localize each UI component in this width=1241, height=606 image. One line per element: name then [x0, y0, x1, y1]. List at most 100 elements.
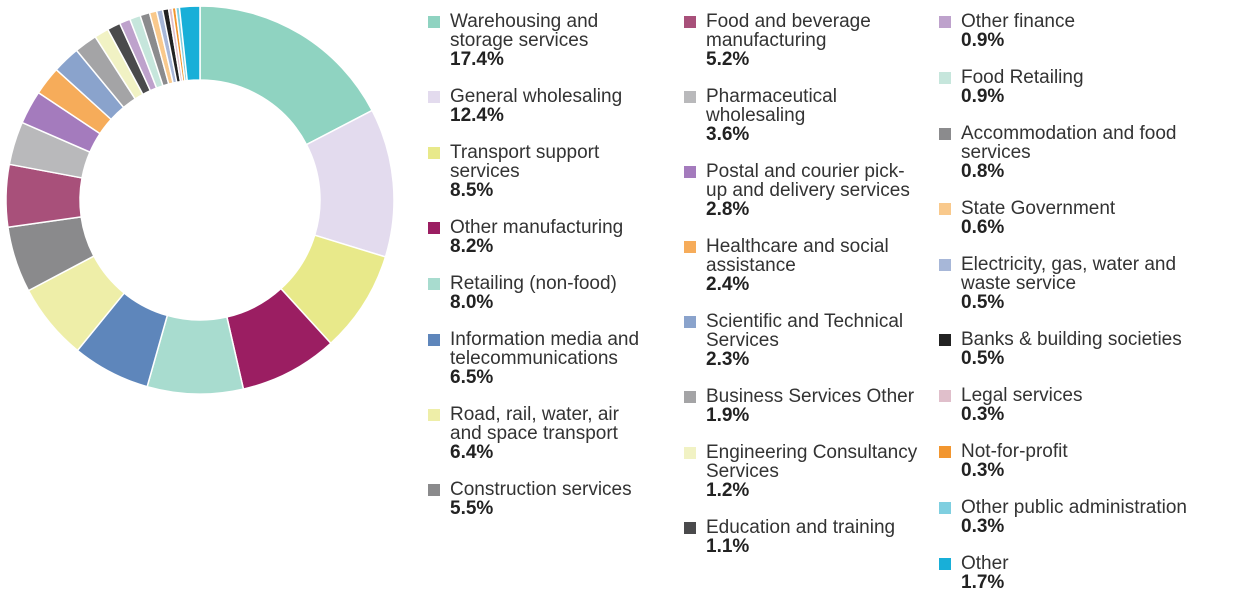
- legend-label: Other: [961, 553, 1009, 574]
- legend-item: Construction services 5.5%: [428, 480, 643, 518]
- legend-value: 5.5%: [450, 498, 494, 519]
- legend-label: Legal services: [961, 385, 1083, 406]
- legend-label: Other manufacturing: [450, 217, 624, 238]
- legend-swatch: [939, 390, 951, 402]
- legend-column: Food and beverage manufacturing 5.2% Pharm…: [684, 12, 919, 556]
- legend-item: Not-for-profit 0.3%: [939, 442, 1229, 480]
- legend-value: 8.0%: [450, 292, 494, 313]
- legend-item: Banks & building societies 0.5%: [939, 330, 1229, 368]
- legend-item: General wholesaling 12.4%: [428, 87, 643, 125]
- legend-swatch: [939, 72, 951, 84]
- legend-label: Education and training: [706, 517, 896, 538]
- legend-value: 0.9%: [961, 30, 1005, 51]
- legend-item: Other finance 0.9%: [939, 12, 1229, 50]
- legend-label: Food Retailing: [961, 67, 1084, 88]
- legend-swatch: [684, 391, 696, 403]
- legend-label: Scientific and Technical Services: [706, 311, 904, 351]
- legend-item: Transport support services 8.5%: [428, 143, 643, 200]
- legend-label: Other finance: [961, 11, 1076, 32]
- legend-value: 0.5%: [961, 292, 1005, 313]
- legend-label: Healthcare and social assistance: [706, 236, 889, 276]
- donut: [5, 5, 395, 395]
- legend-value: 1.1%: [706, 536, 750, 557]
- legend-swatch: [684, 16, 696, 28]
- legend-value: 17.4%: [450, 49, 504, 70]
- legend-item: Pharmaceutical wholesaling 3.6%: [684, 87, 919, 144]
- legend-swatch: [939, 558, 951, 570]
- legend-item: Retailing (non-food) 8.0%: [428, 274, 643, 312]
- legend-item: Warehousing and storage services 17.4%: [428, 12, 643, 69]
- legend-swatch: [684, 91, 696, 103]
- legend-value: 0.3%: [961, 516, 1005, 537]
- legend-item: Information media and telecommunications…: [428, 330, 643, 387]
- legend-label: State Government: [961, 198, 1116, 219]
- legend-label: Transport support services: [450, 142, 600, 182]
- legend-value: 0.3%: [961, 404, 1005, 425]
- legend-swatch: [428, 409, 440, 421]
- legend-item: Postal and courier pick-up and delivery …: [684, 162, 919, 219]
- legend-label: Engineering Consultancy Services: [706, 442, 918, 482]
- legend-value: 5.2%: [706, 49, 750, 70]
- legend-swatch: [428, 484, 440, 496]
- legend-value: 2.3%: [706, 349, 750, 370]
- legend-item: Other 1.7%: [939, 554, 1229, 592]
- legend-label: Pharmaceutical wholesaling: [706, 86, 837, 126]
- legend-swatch: [684, 522, 696, 534]
- legend-swatch: [428, 278, 440, 290]
- legend-swatch: [428, 334, 440, 346]
- legend-label: Electricity, gas, water and waste servic…: [961, 254, 1177, 294]
- legend-item: Food and beverage manufacturing 5.2%: [684, 12, 919, 69]
- legend-item: Education and training 1.1%: [684, 518, 919, 556]
- legend-value: 0.6%: [961, 217, 1005, 238]
- legend-swatch: [939, 16, 951, 28]
- legend-label: Business Services Other: [706, 386, 915, 407]
- legend-label: General wholesaling: [450, 86, 623, 107]
- legend-swatch: [428, 91, 440, 103]
- legend-value: 0.5%: [961, 348, 1005, 369]
- legend-item: Electricity, gas, water and waste servic…: [939, 255, 1229, 312]
- legend-swatch: [684, 447, 696, 459]
- legend-label: Food and beverage manufacturing: [706, 11, 871, 51]
- legend-value: 2.4%: [706, 274, 750, 295]
- legend-item: Legal services 0.3%: [939, 386, 1229, 424]
- legend-value: 3.6%: [706, 124, 750, 145]
- legend-label: Other public administration: [961, 497, 1187, 518]
- legend-swatch: [684, 166, 696, 178]
- legend-value: 2.8%: [706, 199, 750, 220]
- legend-swatch: [939, 203, 951, 215]
- legend-item: Engineering Consultancy Services 1.2%: [684, 443, 919, 500]
- legend-label: Banks & building societies: [961, 329, 1182, 350]
- legend-item: Business Services Other 1.9%: [684, 387, 919, 425]
- legend-value: 8.2%: [450, 236, 494, 257]
- legend-value: 8.5%: [450, 180, 494, 201]
- legend-swatch: [939, 502, 951, 514]
- legend-item: Other manufacturing 8.2%: [428, 218, 643, 256]
- legend-item: Food Retailing 0.9%: [939, 68, 1229, 106]
- legend-value: 0.3%: [961, 460, 1005, 481]
- legend-label: Accommodation and food services: [961, 123, 1177, 163]
- legend-value: 1.2%: [706, 480, 750, 501]
- legend-value: 6.5%: [450, 367, 494, 388]
- legend-swatch: [428, 222, 440, 234]
- legend-label: Construction services: [450, 479, 632, 500]
- legend-column: Other finance 0.9% Food Retailing 0.9% Accom…: [939, 12, 1229, 592]
- legend-label: Retailing (non-food): [450, 273, 617, 294]
- legend-value: 0.8%: [961, 161, 1005, 182]
- legend-swatch: [939, 334, 951, 346]
- legend-label: Information media and telecommunications: [450, 329, 640, 369]
- legend-swatch: [428, 16, 440, 28]
- legend-swatch: [939, 259, 951, 271]
- legend-item: State Government 0.6%: [939, 199, 1229, 237]
- donut-segment: [178, 5, 201, 82]
- legend-value: 6.4%: [450, 442, 494, 463]
- legend-label: Postal and courier pick-up and delivery …: [706, 161, 910, 201]
- legend-item: Road, rail, water, air and space transpo…: [428, 405, 643, 462]
- legend-swatch: [428, 147, 440, 159]
- legend-value: 0.9%: [961, 86, 1005, 107]
- legend-item: Other public administration 0.3%: [939, 498, 1229, 536]
- legend-column: Warehousing and storage services 17.4% Gen…: [428, 12, 643, 518]
- legend-label: Road, rail, water, air and space transpo…: [450, 404, 619, 444]
- legend-item: Healthcare and social assistance 2.4%: [684, 237, 919, 294]
- legend-swatch: [684, 316, 696, 328]
